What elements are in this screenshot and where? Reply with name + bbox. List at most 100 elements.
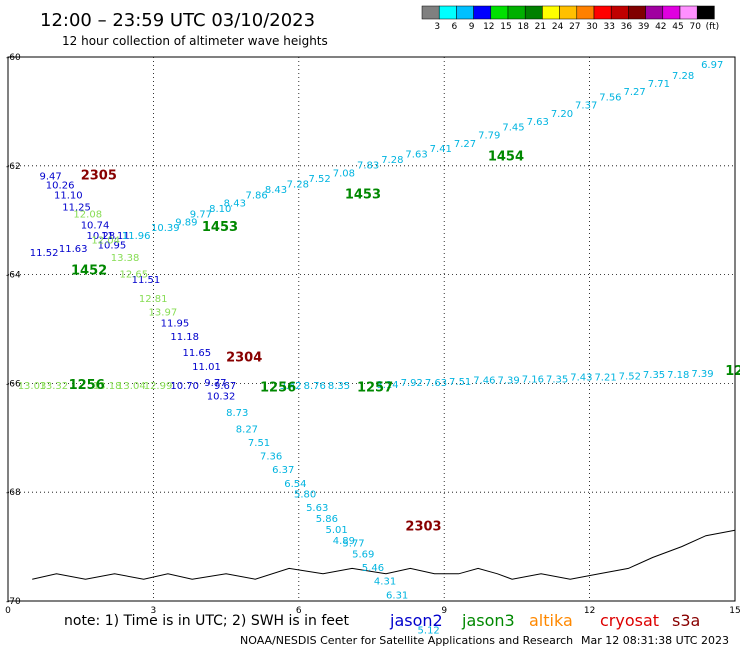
y-tick-label: -60 [6, 53, 21, 63]
legend-label: (ft) [706, 22, 720, 32]
wave-height-label: 10.74 [81, 220, 110, 231]
credit-line: NOAA/NESDIS Center for Satellite Applica… [240, 634, 573, 647]
wave-height-label: 7.79 [478, 131, 500, 142]
legend-swatch [645, 5, 664, 20]
wave-height-label: 8.14 [376, 380, 398, 391]
wave-height-label: 7.28 [287, 180, 309, 191]
y-tick-label: -66 [6, 379, 21, 389]
legend-swatch [696, 5, 715, 20]
wave-height-label: 11.52 [30, 248, 59, 259]
wave-height-label: 10.39 [151, 223, 180, 234]
wave-height-label: 12.81 [139, 294, 168, 305]
legend-label: 30 [586, 22, 598, 32]
series-2: 8.73 8.27 7.51 7.36 6.37 6.545.80 5.635.865.01… [226, 408, 440, 637]
wave-height-label: 9.47 [40, 171, 62, 182]
wave-height-label: 8.35 [328, 381, 350, 392]
wave-height-label: 7.71 [648, 79, 670, 90]
pass-label: 1256 [260, 381, 296, 396]
wave-height-label: 6.31 [386, 590, 408, 601]
legend-label: 39 [638, 22, 650, 32]
satellite-name: altika [529, 611, 573, 630]
wave-height-label: 7.28 [672, 71, 694, 82]
wave-height-label: 7.28 [381, 155, 403, 166]
wave-height-label: 5.63 [306, 503, 328, 514]
timestamp: Mar 12 08:31:38 UTC 2023 [581, 634, 729, 647]
wave-height-label: 7.16 [522, 374, 544, 385]
pass-label: 1452 [71, 264, 107, 279]
wave-height-label: 10.28 [87, 231, 116, 242]
x-tick-label: 9 [441, 606, 447, 616]
wave-height-label: 7.27 [454, 139, 476, 150]
legend-swatch [524, 5, 543, 20]
legend-label: 18 [517, 22, 529, 32]
wave-height-label: 7.37 [575, 101, 597, 112]
wave-height-label: 13.32 [40, 381, 69, 392]
wave-height-label: 13.97 [149, 307, 178, 318]
y-tick-label: -70 [6, 597, 21, 607]
x-tick-label: 15 [729, 606, 740, 616]
series-6: 9.42 8.76 8.35 8.14 7.92 7.63 7.51 7.46 7.39 7.16… [279, 369, 713, 392]
wave-height-label: 7.39 [691, 369, 713, 380]
satellite-name: jason3 [461, 611, 515, 630]
plot-frame [7, 56, 736, 602]
wave-height-label: 7.46 [473, 375, 495, 386]
legend-label: 70 [689, 22, 701, 32]
wave-height-label: 7.43 [570, 373, 592, 384]
wave-height-label: 10.32 [207, 392, 236, 403]
grid [8, 57, 735, 601]
wave-height-label: 5.01 [325, 525, 347, 536]
wave-height-label: 13.03 [18, 381, 47, 392]
coastline-path [32, 529, 736, 580]
wave-height-label: 13.38 [111, 253, 140, 264]
wave-height-label: 11.51 [132, 275, 161, 286]
legend-swatch [456, 5, 474, 20]
satellite-name: s3a [672, 611, 700, 630]
y-tick-label: -62 [6, 162, 21, 172]
wave-height-label: 9.42 [279, 381, 301, 392]
x-tick-label: 0 [5, 606, 11, 616]
wave-height-label: 8.43 [265, 185, 287, 196]
wave-height-label: 9.77 [190, 209, 212, 220]
pass-label: 1258 [725, 364, 740, 379]
wave-height-label: 11.10 [54, 190, 83, 201]
y-tick-label: -64 [6, 271, 21, 281]
x-tick-label: 12 [584, 606, 595, 616]
legend-swatch [421, 5, 440, 20]
wave-height-label: 7.63 [405, 150, 427, 161]
wave-height-label: 12.65 [119, 269, 148, 280]
wave-height-label: 11.25 [62, 202, 91, 213]
wave-height-label: 5.69 [352, 549, 374, 560]
plot-area: 0 3 6 9 12 15-60-62-64-66-68-70 9.4710.2611.1… [5, 53, 740, 637]
pass-label: 2304 [226, 351, 262, 366]
legend-label: 27 [569, 22, 580, 32]
coastline [32, 529, 736, 580]
wave-height-label: 11.95 [161, 318, 190, 329]
satellite-name: cryosat [600, 611, 659, 630]
wave-height-label: 7.08 [333, 169, 355, 180]
satellite-legend: jason2 jason3 altika cryosat s3a [389, 611, 700, 630]
wave-height-label: 10.95 [98, 240, 127, 251]
series-1: 12.08 12.04 13.38 12.65 12.81 13.97 [73, 209, 177, 318]
pass-label: 2303 [405, 519, 441, 534]
legend-label: 15 [500, 22, 511, 32]
legend-label: 42 [655, 22, 666, 32]
wave-height-label: 5.77 [342, 539, 364, 550]
legend-swatch [438, 5, 457, 20]
wave-height-label: 7.35 [643, 370, 665, 381]
legend-swatch [559, 5, 578, 20]
legend-label: 24 [552, 22, 564, 32]
wave-height-label: 12.08 [73, 209, 102, 220]
wave-height-label: 7.18 [667, 370, 689, 381]
wave-height-label: 7.51 [449, 377, 471, 388]
pass-label: 1256 [69, 378, 105, 393]
legend-swatch [679, 5, 698, 20]
legend-swatch [507, 5, 526, 20]
axis-ticks: 0 3 6 9 12 15 -60 -62 -64 -66 -68 -70 [5, 53, 740, 616]
pass-label: 1453 [345, 187, 381, 202]
wave-height-label: 13.18 [93, 381, 122, 392]
wave-height-label: 9.89 [175, 218, 197, 229]
legend-label: 12 [483, 22, 494, 32]
wave-height-label: 6.54 [284, 479, 306, 490]
